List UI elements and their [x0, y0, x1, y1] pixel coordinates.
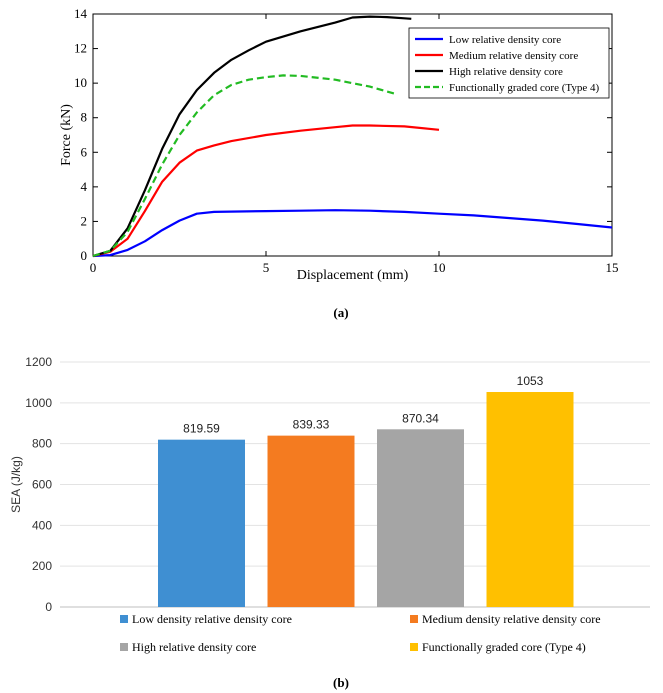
y-tick-label: 600: [32, 478, 52, 492]
x-tick-label: 5: [263, 260, 270, 275]
legend-label: Functionally graded core (Type 4): [422, 640, 586, 654]
y-tick-label: 2: [81, 213, 88, 228]
legend: Low density relative density core Medium …: [120, 612, 601, 654]
y-tick-label: 12: [74, 41, 87, 56]
legend-label: Functionally graded core (Type 4): [449, 82, 599, 94]
x-tick-label: 10: [433, 260, 446, 275]
caption-b: (b): [333, 675, 349, 690]
legend-swatch: [120, 643, 128, 651]
legend-label: Low relative density core: [449, 34, 561, 46]
data-labels: 819.59 839.33 870.34 1053: [183, 374, 544, 436]
bar: [486, 392, 574, 607]
legend-swatch: [120, 615, 128, 623]
data-label: 839.33: [293, 418, 330, 432]
data-label: 819.59: [183, 422, 220, 436]
legend: Low relative density core Medium relative…: [408, 27, 610, 99]
data-label: 1053: [517, 374, 544, 388]
y-tick-label: 1000: [25, 396, 52, 410]
y-axis-ticks: 0 200 400 600 800 1000 1200: [25, 355, 52, 614]
y-tick-label: 10: [74, 75, 87, 90]
y-tick-label: 400: [32, 518, 52, 532]
x-axis-label: Displacement (mm): [297, 268, 409, 283]
series-line: [92, 74, 395, 258]
legend-swatch: [410, 643, 418, 651]
series-line: [92, 209, 613, 258]
x-tick-label: 15: [606, 260, 619, 275]
legend-label: High relative density core: [449, 66, 563, 78]
y-tick-label: 8: [81, 110, 88, 125]
caption-a: (a): [333, 305, 348, 320]
y-tick-label: 0: [81, 248, 88, 263]
y-tick-label: 0: [45, 600, 52, 614]
legend-label: Medium relative density core: [449, 50, 578, 62]
y-axis-label: Force (kN): [59, 104, 74, 166]
series-line: [92, 124, 440, 258]
bar-chart: 0 200 400 600 800 1000 1200 819.59 839.33 870.34…: [9, 355, 650, 690]
y-tick-label: 800: [32, 437, 52, 451]
bars: [158, 392, 574, 607]
x-tick-label: 0: [90, 260, 97, 275]
axis-ticks: 0 5 10 15 0 2 4 6 8 10 12 14: [74, 6, 619, 275]
data-label: 870.34: [402, 411, 439, 425]
y-tick-label: 4: [81, 179, 88, 194]
legend-label: Medium density relative density core: [422, 612, 601, 626]
legend-swatch: [410, 615, 418, 623]
legend-label: Low density relative density core: [132, 612, 292, 626]
y-tick-label: 14: [74, 6, 88, 21]
line-chart: 0 5 10 15 0 2 4 6 8 10 12 14 Displacement (mm) Forc…: [59, 6, 619, 320]
series-line: [92, 15, 412, 258]
bar: [158, 439, 245, 607]
y-tick-label: 6: [81, 144, 88, 159]
legend-label: High relative density core: [132, 640, 256, 654]
y-tick-label: 200: [32, 559, 52, 573]
y-tick-label: 1200: [25, 355, 52, 369]
y-axis-label: SEA (J/kg): [9, 456, 23, 513]
bar: [377, 429, 464, 607]
plot-area-frame: [92, 13, 613, 257]
series-lines: [92, 15, 613, 258]
bar: [267, 435, 355, 607]
